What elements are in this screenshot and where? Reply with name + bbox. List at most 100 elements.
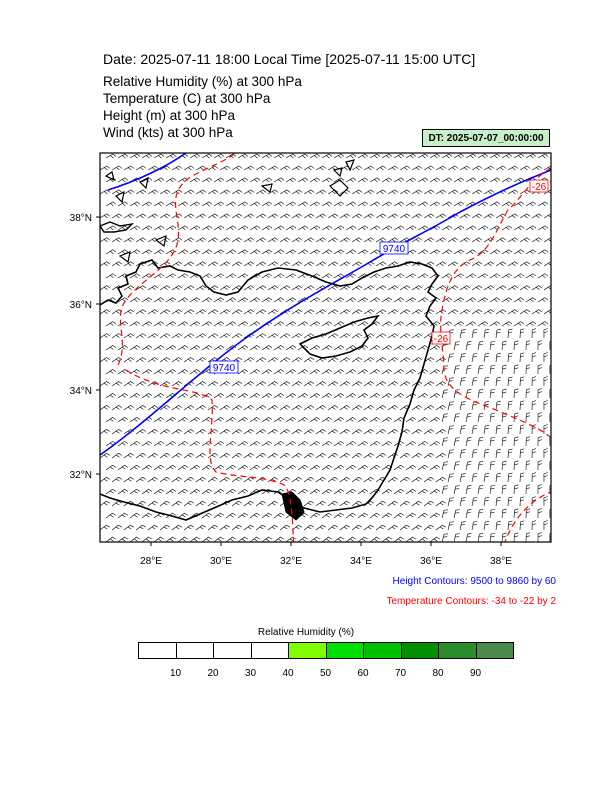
- wind-barb: [213, 488, 224, 495]
- wind-barb: [213, 201, 225, 207]
- wind-barb: [153, 345, 165, 351]
- wind-barb: [459, 449, 466, 459]
- wind-barb: [495, 376, 501, 387]
- wind-barb: [285, 177, 297, 183]
- wind-barb: [237, 297, 249, 303]
- wind-barb: [429, 512, 440, 519]
- wind-barb: [351, 476, 362, 483]
- wind-barb: [213, 321, 225, 327]
- wind-barb: [375, 309, 387, 315]
- wind-barb: [243, 213, 255, 219]
- wind-barb: [495, 472, 501, 483]
- wind-barb: [501, 225, 513, 231]
- wind-barb: [405, 153, 417, 159]
- wind-barb: [441, 273, 453, 279]
- wind-barb: [345, 440, 357, 447]
- wind-barb: [345, 297, 357, 303]
- wind-barb: [261, 512, 272, 519]
- wind-barb: [543, 261, 551, 267]
- wind-barb: [483, 285, 495, 291]
- wind-barb: [177, 536, 188, 542]
- wind-barb: [501, 249, 513, 255]
- wind-barb: [393, 153, 405, 159]
- wind-barb: [501, 508, 507, 519]
- lat-tick: 32°N: [70, 470, 92, 481]
- wind-barb: [375, 237, 387, 243]
- wind-barb: [471, 261, 483, 267]
- wind-barb: [417, 225, 429, 231]
- wind-barb: [543, 352, 548, 363]
- wind-barb: [195, 476, 206, 483]
- wind-barb: [201, 345, 213, 351]
- wind-barb: [297, 369, 309, 375]
- wind-barb: [207, 261, 219, 267]
- wind-barb: [129, 225, 141, 231]
- wind-barb: [357, 393, 369, 399]
- wind-barb: [279, 357, 291, 363]
- wind-barb: [321, 369, 333, 375]
- wind-barb: [513, 321, 525, 327]
- wind-barb: [213, 273, 225, 279]
- wind-barb: [429, 369, 441, 375]
- wind-barb: [135, 165, 147, 171]
- wind-barb: [213, 416, 225, 423]
- wind-barb: [171, 237, 183, 243]
- wind-barb: [111, 428, 123, 435]
- wind-barb: [495, 448, 501, 459]
- wind-barb: [189, 177, 201, 183]
- wind-barb: [489, 273, 501, 279]
- wind-barb: [237, 201, 249, 207]
- wind-barb: [291, 381, 303, 387]
- wind-barb: [147, 261, 159, 267]
- wind-barb: [123, 165, 135, 171]
- wind-barb: [171, 405, 183, 411]
- wind-barb: [435, 309, 447, 315]
- wind-barb: [405, 369, 417, 375]
- wind-barb: [117, 201, 129, 207]
- wind-barb: [321, 512, 332, 519]
- wind-barb: [153, 393, 165, 399]
- wind-barb: [459, 401, 466, 411]
- wind-barb: [519, 213, 531, 219]
- wind-barb: [111, 405, 123, 411]
- wind-barb: [441, 461, 449, 471]
- wind-barb: [237, 273, 249, 279]
- wind-barb: [303, 309, 315, 315]
- wind-barb: [100, 333, 111, 339]
- wind-barb: [393, 369, 405, 375]
- wind-barb: [417, 201, 429, 207]
- wind-barb: [441, 365, 449, 375]
- wind-barb: [309, 464, 320, 471]
- wind-barb: [243, 285, 255, 291]
- wind-barb: [111, 213, 123, 219]
- wind-barb: [327, 213, 339, 219]
- wind-barb: [531, 213, 543, 219]
- wind-barb: [459, 213, 471, 219]
- wind-barb: [261, 273, 273, 279]
- wind-barb: [537, 201, 549, 207]
- wind-barb: [255, 261, 267, 267]
- wind-barb: [261, 416, 273, 423]
- wind-barb: [225, 440, 237, 447]
- lat-tick: 34°N: [70, 386, 92, 397]
- wind-barb: [135, 237, 147, 243]
- wind-barb: [525, 153, 537, 159]
- wind-barb: [189, 440, 201, 447]
- wind-barb: [237, 512, 248, 519]
- wind-barb: [135, 500, 146, 507]
- temperature-label: -26: [434, 334, 449, 345]
- wind-barb: [453, 201, 465, 207]
- wind-barb: [100, 524, 110, 531]
- wind-barb: [465, 437, 472, 447]
- wind-barb: [285, 416, 297, 423]
- wind-barb: [321, 153, 333, 159]
- wind-barb: [255, 500, 266, 507]
- wind-barb: [339, 213, 351, 219]
- wind-barb: [129, 416, 141, 423]
- wind-barb: [393, 536, 404, 542]
- wind-barb: [387, 309, 399, 315]
- wind-barb: [297, 153, 309, 159]
- wind-barb: [243, 428, 255, 435]
- wind-barb: [255, 213, 267, 219]
- wind-barb: [531, 448, 537, 459]
